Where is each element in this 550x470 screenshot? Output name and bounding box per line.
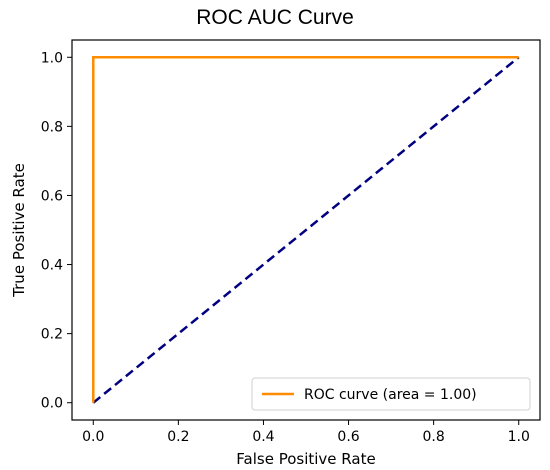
x-tick-label: 0.6 (337, 429, 359, 445)
x-tick-label: 1.0 (508, 429, 530, 445)
x-tick-label: 0.0 (82, 429, 104, 445)
legend-box (251, 377, 531, 411)
chance-diagonal-line (92, 56, 520, 404)
x-axis-label: False Positive Rate (236, 450, 375, 468)
plot-frame (71, 39, 541, 421)
x-tick-label: 0.2 (167, 429, 189, 445)
y-tick-label: 0.2 (41, 327, 63, 343)
ticks-layer: 0.0 0.2 0.4 0.6 0.8 1.0 0.0 0.2 0.4 0.6 0.8 1.0 (41, 50, 530, 445)
chart-title: ROC AUC Curve (196, 6, 354, 29)
y-tick-label: 0.6 (41, 188, 63, 204)
y-axis-label: True Positive Rate (10, 163, 28, 298)
x-tick-label: 0.8 (423, 429, 445, 445)
y-tick-label: 0.4 (41, 258, 63, 274)
y-tick-label: 0.0 (41, 396, 63, 412)
y-tick-label: 0.8 (41, 119, 63, 135)
y-tick-label: 1.0 (41, 50, 63, 66)
series-layer (92, 56, 520, 404)
legend: ROC curve (area = 1.00) (251, 377, 531, 411)
roc-curve-line (92, 56, 519, 403)
legend-label-roc-curve: ROC curve (area = 1.00) (304, 387, 477, 403)
x-tick-label: 0.4 (252, 429, 274, 445)
